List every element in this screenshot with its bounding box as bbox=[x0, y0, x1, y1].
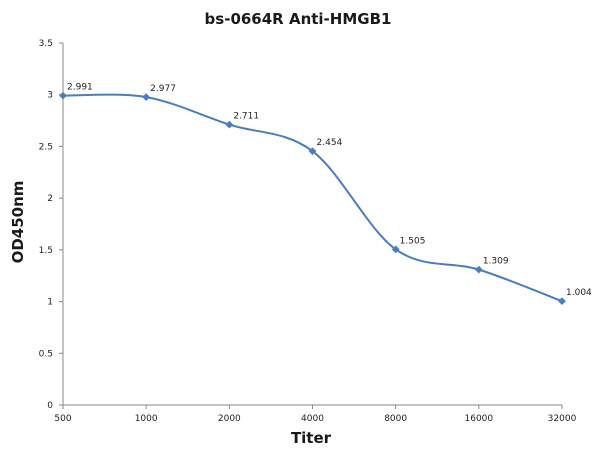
x-axis-title: Titer bbox=[291, 429, 332, 447]
y-tick-label: 1 bbox=[47, 298, 53, 308]
x-tick-label: 16000 bbox=[465, 414, 494, 424]
chart-title: bs-0664R Anti-HMGB1 bbox=[205, 10, 392, 28]
data-labels: 2.991 2.977 2.711 2.454 1.505 1.309 1.004 bbox=[67, 83, 592, 299]
x-tick-label: 4000 bbox=[301, 414, 324, 424]
data-point bbox=[225, 120, 234, 129]
data-label: 1.004 bbox=[566, 288, 592, 298]
data-point bbox=[558, 297, 566, 306]
data-point bbox=[474, 265, 483, 274]
data-label: 2.711 bbox=[233, 112, 259, 122]
y-tick-label: 1.5 bbox=[39, 246, 53, 256]
x-tick-label: 500 bbox=[54, 414, 71, 424]
data-label: 2.454 bbox=[317, 138, 343, 148]
data-label: 2.977 bbox=[150, 84, 176, 94]
data-label: 1.505 bbox=[400, 236, 426, 246]
data-point bbox=[391, 245, 400, 254]
tick-labels: 0 0.5 1 1.5 2 2.5 3 3.5 500 1000 2000 4000 8000 16000… bbox=[39, 39, 577, 424]
x-tick-label: 32000 bbox=[548, 414, 577, 424]
y-tick-label: 3.5 bbox=[39, 39, 53, 49]
x-tick-label: 1000 bbox=[135, 414, 158, 424]
y-tick-label: 3 bbox=[47, 91, 53, 101]
data-label: 2.991 bbox=[67, 83, 93, 93]
data-label: 1.309 bbox=[483, 257, 509, 267]
axes bbox=[59, 42, 563, 409]
y-tick-label: 0 bbox=[47, 401, 53, 411]
data-point bbox=[59, 91, 67, 100]
series bbox=[59, 91, 566, 306]
data-point bbox=[142, 93, 151, 102]
y-tick-label: 2.5 bbox=[39, 142, 53, 152]
y-tick-label: 0.5 bbox=[39, 349, 53, 359]
x-tick-label: 8000 bbox=[384, 414, 407, 424]
y-axis-title: OD450nm bbox=[9, 181, 27, 264]
data-point bbox=[308, 147, 317, 156]
y-tick-label: 2 bbox=[47, 194, 53, 204]
x-tick-label: 2000 bbox=[218, 414, 241, 424]
